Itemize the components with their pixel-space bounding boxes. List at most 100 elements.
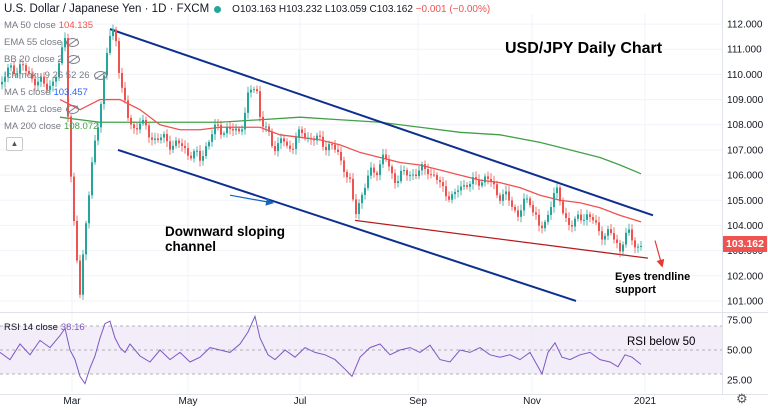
candle-body (496, 184, 498, 196)
candle (460, 180, 462, 196)
candle-body (541, 225, 543, 229)
ohlc-readout: O103.163 H103.232 L103.059 C103.162 −0.0… (232, 4, 490, 15)
candle (193, 148, 195, 163)
candle-body (481, 182, 483, 186)
candle (91, 156, 93, 199)
candle (361, 192, 363, 209)
price-tick-label: 110.000 (727, 70, 763, 81)
candle (520, 204, 522, 223)
candle (415, 168, 417, 180)
candle (289, 140, 291, 153)
candle-body (130, 117, 132, 125)
price-tick-label: 112.000 (727, 20, 763, 31)
candle (307, 132, 309, 143)
candle-body (184, 145, 186, 149)
candle (130, 114, 132, 130)
candle-body (217, 124, 219, 126)
candle (136, 123, 138, 135)
indicator-row[interactable]: MA 200 close 108.072 (4, 121, 98, 132)
candle (73, 172, 75, 226)
candle (43, 72, 45, 87)
candle-body (295, 137, 297, 149)
candle-body (169, 141, 171, 150)
candle-body (274, 146, 276, 152)
candle (40, 74, 42, 87)
indicator-row[interactable]: MA 5 close 103.457 (4, 87, 88, 98)
candle (52, 77, 54, 92)
candle-body (253, 89, 255, 91)
eye-crossed-icon[interactable] (66, 54, 80, 64)
eye-crossed-icon[interactable] (66, 37, 80, 47)
candle (16, 67, 18, 79)
indicator-row[interactable]: EMA 55 close (4, 37, 80, 48)
candle-body (61, 47, 63, 64)
candle-body (289, 145, 291, 149)
candle (508, 186, 510, 206)
candle-body (250, 89, 252, 93)
indicator-row[interactable]: MA 50 close 104.135 (4, 20, 93, 31)
symbol-label[interactable]: U.S. Dollar / Japanese Yen · 1D · FXCM (4, 3, 210, 15)
candle (595, 215, 597, 226)
candle (25, 62, 27, 76)
annotations: USD/JPY Daily Chart Downward slopingchann… (165, 40, 695, 348)
channel-upper-line (109, 28, 654, 217)
candle-body (100, 104, 102, 128)
candle (232, 123, 234, 137)
candle-body (472, 177, 474, 184)
candle (187, 142, 189, 160)
candle (385, 148, 387, 162)
candle-body (142, 119, 144, 124)
candle (451, 191, 453, 204)
eye-crossed-icon[interactable] (66, 104, 80, 114)
candle (214, 119, 216, 140)
candle-body (238, 128, 240, 132)
candle-body (565, 213, 567, 218)
candle-body (448, 196, 450, 200)
candle-body (133, 124, 135, 129)
candle (424, 160, 426, 175)
gear-icon[interactable]: ⚙ (736, 391, 748, 406)
candle-body (7, 67, 9, 77)
indicator-row[interactable]: Ichimoku 9 26 52 26 (4, 70, 107, 81)
candle-body (112, 29, 114, 37)
candle (133, 121, 135, 134)
candle (46, 78, 48, 93)
candle-body (424, 164, 426, 170)
indicator-row[interactable]: EMA 21 close (4, 104, 80, 115)
candle (121, 67, 123, 93)
rsi-tick-label: 25.00 (727, 376, 752, 387)
candle-body (199, 150, 201, 161)
indicator-row[interactable]: BB 20 close 2 (4, 54, 80, 65)
candle (469, 180, 471, 192)
time-tick-label: 2021 (634, 396, 657, 407)
candle-body (604, 235, 606, 240)
candle (472, 172, 474, 190)
candle (61, 41, 63, 66)
candle-body (178, 140, 180, 144)
candle-body (466, 185, 468, 187)
candle (151, 132, 153, 146)
candle-body (85, 223, 87, 255)
candle-body (403, 170, 405, 172)
candle-body (82, 254, 84, 295)
candle (31, 67, 33, 83)
candle (523, 193, 525, 216)
candle-body (421, 164, 423, 171)
candle (328, 140, 330, 156)
candle-body (37, 81, 39, 86)
candle-body (640, 245, 642, 247)
candle (283, 135, 285, 147)
candle-body (55, 76, 57, 82)
candle (355, 193, 357, 219)
candle-body (46, 83, 48, 90)
chevron-up-icon[interactable]: ▲ (6, 137, 23, 151)
candle (58, 59, 60, 82)
candle-body (628, 229, 630, 233)
indicator-value: 108.072 (64, 121, 99, 132)
candle-body (364, 187, 366, 195)
candle (37, 77, 39, 92)
candle-body (559, 187, 561, 202)
candle-body (328, 144, 330, 151)
eye-crossed-icon[interactable] (93, 70, 107, 80)
